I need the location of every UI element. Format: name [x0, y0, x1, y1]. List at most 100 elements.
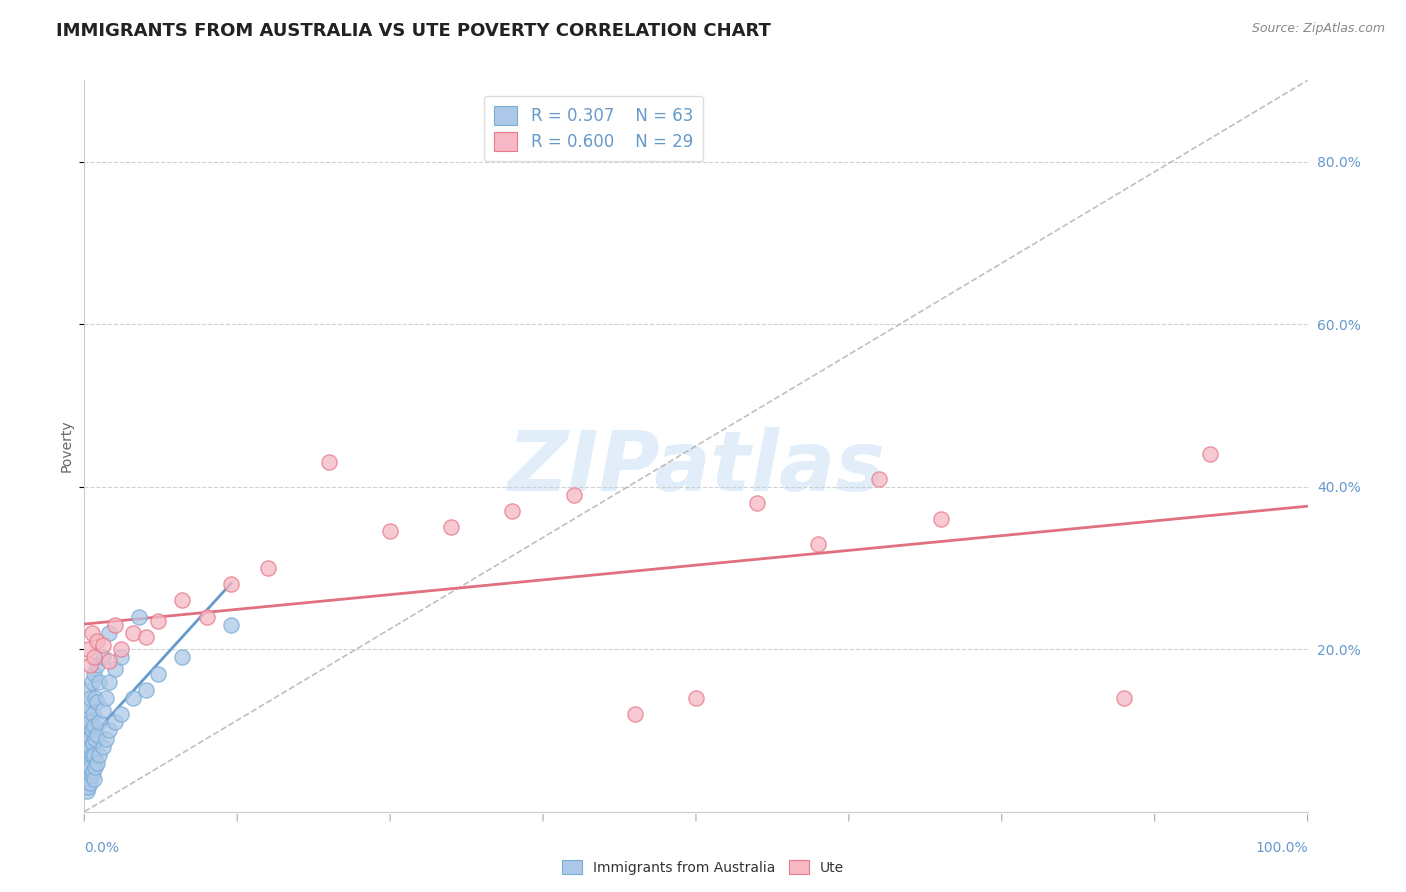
Point	[807, 536, 830, 550]
Point	[110, 650, 132, 665]
Text: Source: ZipAtlas.com: Source: ZipAtlas.com	[1251, 22, 1385, 36]
Point	[83, 666, 105, 681]
Point	[219, 577, 242, 591]
Point	[562, 488, 585, 502]
Point	[77, 764, 100, 778]
Point	[104, 663, 127, 677]
Point	[75, 723, 97, 738]
Point	[79, 658, 101, 673]
Point	[135, 630, 157, 644]
Point	[1198, 447, 1220, 461]
Point	[80, 674, 103, 689]
Text: ZIPatlas: ZIPatlas	[508, 427, 884, 508]
Point	[79, 760, 101, 774]
Y-axis label: Poverty: Poverty	[60, 420, 75, 472]
Point	[82, 764, 104, 778]
Point	[79, 776, 101, 790]
Point	[83, 747, 105, 762]
Point	[91, 703, 114, 717]
Point	[83, 719, 105, 733]
Point	[77, 731, 100, 746]
Legend: R = 0.307    N = 63, R = 0.600    N = 29: R = 0.307 N = 63, R = 0.600 N = 29	[484, 96, 703, 161]
Point	[75, 780, 97, 795]
Point	[80, 768, 103, 782]
Point	[380, 524, 402, 539]
Point	[172, 593, 194, 607]
Point	[929, 512, 952, 526]
Point	[502, 504, 524, 518]
Point	[86, 695, 108, 709]
Point	[195, 609, 218, 624]
Point	[122, 626, 145, 640]
Point	[1114, 690, 1136, 705]
Point	[86, 756, 108, 770]
Point	[110, 707, 132, 722]
Point	[104, 617, 127, 632]
Point	[91, 650, 114, 665]
Point	[318, 455, 340, 469]
Point	[84, 731, 107, 746]
Point	[76, 784, 98, 798]
Point	[77, 772, 100, 787]
Point	[80, 723, 103, 738]
Text: 0.0%: 0.0%	[84, 841, 120, 855]
Point	[83, 772, 105, 787]
Point	[79, 739, 101, 754]
Point	[84, 760, 107, 774]
Point	[172, 650, 194, 665]
Point	[97, 626, 120, 640]
Point	[128, 609, 150, 624]
Point	[146, 666, 169, 681]
Point	[91, 739, 114, 754]
Point	[97, 654, 120, 668]
Text: 100.0%: 100.0%	[1256, 841, 1308, 855]
Point	[869, 471, 891, 485]
Point	[75, 756, 97, 770]
Point	[82, 736, 104, 750]
Point	[80, 747, 103, 762]
Point	[96, 731, 118, 746]
Point	[77, 699, 100, 714]
Point	[79, 690, 101, 705]
Point	[79, 715, 101, 730]
Legend: Immigrants from Australia, Ute: Immigrants from Australia, Ute	[557, 855, 849, 880]
Point	[76, 731, 98, 746]
Point	[97, 674, 120, 689]
Point	[122, 690, 145, 705]
Point	[146, 614, 169, 628]
Point	[77, 756, 100, 770]
Point	[86, 634, 108, 648]
Point	[80, 626, 103, 640]
Point	[82, 707, 104, 722]
Point	[86, 658, 108, 673]
Point	[77, 780, 100, 795]
Point	[76, 760, 98, 774]
Point	[96, 690, 118, 705]
Point	[257, 561, 280, 575]
Point	[104, 715, 127, 730]
Text: IMMIGRANTS FROM AUSTRALIA VS UTE POVERTY CORRELATION CHART: IMMIGRANTS FROM AUSTRALIA VS UTE POVERTY…	[56, 22, 770, 40]
Point	[75, 768, 97, 782]
Point	[84, 690, 107, 705]
Point	[87, 747, 110, 762]
Point	[87, 715, 110, 730]
Point	[135, 682, 157, 697]
Point	[97, 723, 120, 738]
Point	[77, 744, 100, 758]
Point	[77, 707, 100, 722]
Point	[76, 747, 98, 762]
Point	[77, 642, 100, 657]
Point	[83, 650, 105, 665]
Point	[747, 496, 769, 510]
Point	[75, 736, 97, 750]
Point	[624, 707, 647, 722]
Point	[87, 674, 110, 689]
Point	[219, 617, 242, 632]
Point	[110, 642, 132, 657]
Point	[91, 638, 114, 652]
Point	[86, 727, 108, 741]
Point	[685, 690, 707, 705]
Point	[76, 772, 98, 787]
Point	[440, 520, 463, 534]
Point	[77, 682, 100, 697]
